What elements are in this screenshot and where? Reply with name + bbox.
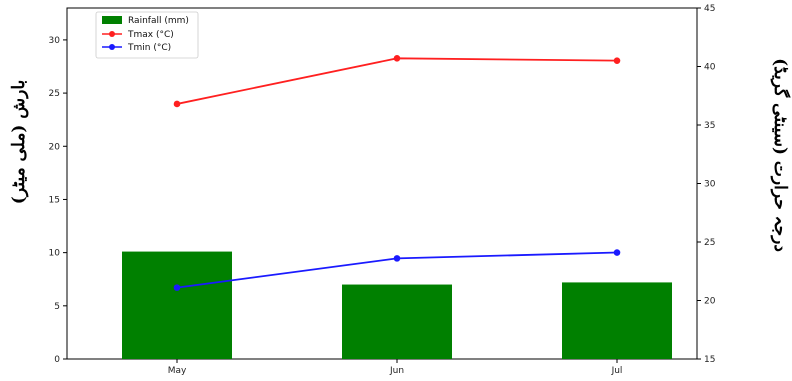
right-axis-title: درجہ حرارت (سینٹی گریڈ)	[770, 58, 791, 252]
left-tick-label: 30	[49, 36, 61, 46]
right-tick-label: 25	[704, 238, 715, 248]
right-tick-label: 15	[704, 355, 715, 365]
legend-marker-tmax	[109, 31, 115, 37]
bar-rainfall-may	[122, 251, 232, 359]
left-tick-label: 20	[49, 142, 61, 152]
x-tick-label-may: May	[168, 366, 187, 376]
left-tick-label: 10	[49, 249, 61, 259]
point-tmax-jul	[613, 57, 621, 64]
axis-ticks: 0 5 10 15 20 25 30 15 20 25 30 35 40 45 May Jun Jul	[49, 4, 716, 376]
point-tmin-may	[173, 284, 181, 291]
legend-label-tmin: Tmin (°C)	[127, 43, 171, 53]
point-tmin-jul	[613, 249, 621, 256]
left-axis-title: بارش (ملی میٹر)	[9, 80, 29, 204]
right-tick-label: 40	[704, 63, 716, 73]
bar-rainfall-jul	[562, 282, 672, 359]
point-tmax-jun	[393, 55, 401, 62]
left-tick-label: 5	[54, 302, 60, 312]
legend-swatch-rainfall	[102, 16, 122, 24]
bar-rainfall-jun	[342, 284, 452, 359]
x-tick-label-jul: Jul	[611, 366, 623, 376]
left-tick-label: 15	[49, 195, 60, 205]
right-tick-label: 45	[704, 4, 715, 14]
line-tmax	[176, 57, 618, 105]
temperature-lines	[173, 55, 621, 291]
right-tick-label: 20	[704, 297, 716, 307]
legend: Rainfall (mm) Tmax (°C) Tmin (°C)	[95, 11, 199, 59]
legend-marker-tmin	[109, 44, 115, 50]
x-tick-label-jun: Jun	[389, 366, 404, 376]
rainfall-bars	[122, 251, 672, 359]
point-tmin-jun	[393, 255, 401, 262]
legend-label-tmax: Tmax (°C)	[127, 30, 174, 40]
legend-label-rainfall: Rainfall (mm)	[128, 16, 189, 26]
point-tmax-may	[173, 100, 181, 108]
right-tick-label: 30	[704, 180, 716, 190]
right-tick-label: 35	[704, 121, 715, 131]
left-tick-label: 0	[54, 355, 60, 365]
left-tick-label: 25	[49, 89, 60, 99]
